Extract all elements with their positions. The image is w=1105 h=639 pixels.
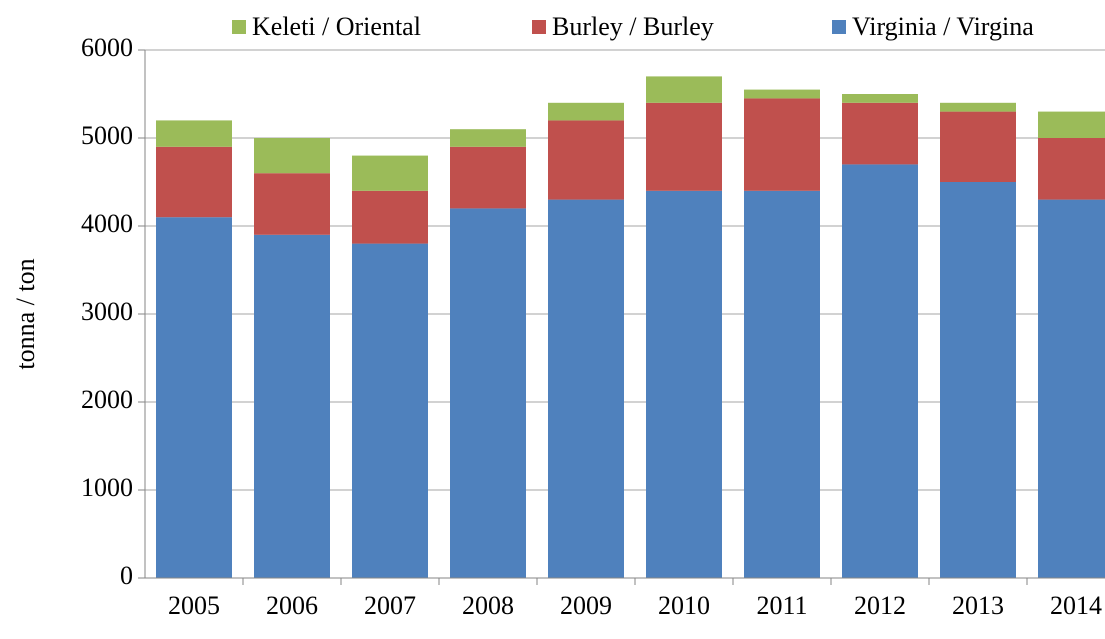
- bar-segment: [646, 102, 722, 191]
- bar-segment: [646, 190, 722, 579]
- bar-segment: [254, 234, 330, 579]
- bar-segment: [254, 138, 330, 174]
- legend-swatch: [232, 20, 246, 34]
- x-tick-label: 2013: [952, 591, 1004, 620]
- bar-segment: [744, 190, 820, 579]
- bar-segment: [940, 102, 1016, 112]
- y-tick-label: 3000: [81, 297, 133, 326]
- bar-segment: [744, 98, 820, 191]
- x-tick-label: 2009: [560, 591, 612, 620]
- legend-label: Virginia / Virgina: [852, 12, 1034, 41]
- bar-segment: [548, 102, 624, 121]
- x-tick-label: 2007: [364, 591, 416, 620]
- bar-segment: [352, 190, 428, 244]
- bar-segment: [156, 217, 232, 578]
- bar-segment: [842, 94, 918, 103]
- bar-segment: [254, 173, 330, 235]
- bar-segment: [842, 164, 918, 578]
- x-tick-label: 2006: [266, 591, 318, 620]
- bar-segment: [352, 243, 428, 578]
- y-tick-label: 0: [120, 561, 133, 590]
- x-tick-label: 2005: [168, 591, 220, 620]
- legend-swatch: [832, 20, 846, 34]
- y-tick-label: 2000: [81, 385, 133, 414]
- y-tick-label: 5000: [81, 121, 133, 150]
- bar-segment: [450, 146, 526, 209]
- bar-segment: [548, 120, 624, 200]
- x-tick-label: 2011: [756, 591, 807, 620]
- x-tick-label: 2012: [854, 591, 906, 620]
- bar-segment: [548, 199, 624, 578]
- x-tick-label: 2008: [462, 591, 514, 620]
- bar-segment: [1038, 138, 1105, 200]
- legend-label: Burley / Burley: [552, 12, 714, 41]
- y-tick-label: 6000: [81, 33, 133, 62]
- bar-segment: [842, 102, 918, 165]
- legend-label: Keleti / Oriental: [252, 12, 421, 41]
- bar-segment: [646, 76, 722, 103]
- y-tick-label: 4000: [81, 209, 133, 238]
- bar-segment: [450, 129, 526, 147]
- y-tick-label: 1000: [81, 473, 133, 502]
- y-axis-label: tonna / ton: [11, 258, 40, 369]
- bar-segment: [940, 182, 1016, 578]
- bar-segment: [450, 208, 526, 578]
- x-tick-label: 2010: [658, 591, 710, 620]
- x-tick-label: 2014: [1050, 591, 1102, 620]
- bar-segment: [940, 111, 1016, 182]
- bar-segment: [1038, 111, 1105, 138]
- bar-segment: [156, 146, 232, 218]
- bar-segment: [744, 89, 820, 99]
- bar-segment: [352, 155, 428, 191]
- bar-segment: [1038, 199, 1105, 578]
- bar-segment: [156, 120, 232, 147]
- legend-swatch: [532, 20, 546, 34]
